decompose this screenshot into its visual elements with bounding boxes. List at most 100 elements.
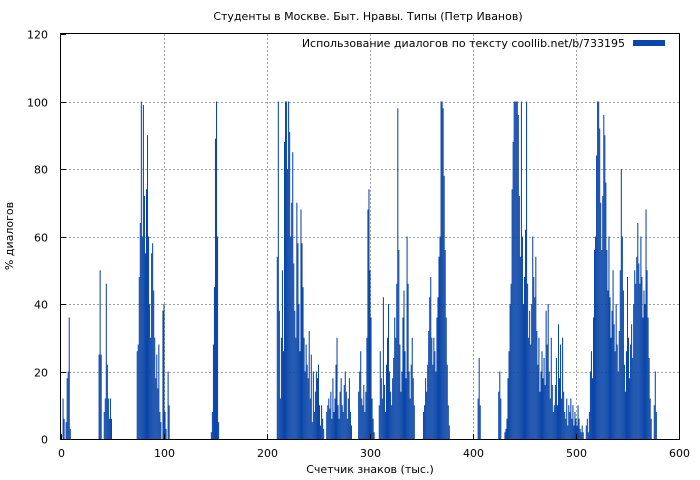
- bar: [63, 418, 65, 439]
- bar: [431, 337, 433, 439]
- bar: [381, 398, 383, 439]
- bar: [359, 371, 361, 439]
- bar: [442, 108, 444, 439]
- bar: [372, 418, 374, 439]
- bar: [338, 418, 340, 439]
- bar: [626, 277, 629, 439]
- bar: [148, 236, 150, 439]
- bar: [609, 297, 611, 439]
- bar: [319, 405, 321, 439]
- bar: [393, 358, 395, 439]
- bar: [616, 344, 618, 439]
- bar: [637, 223, 639, 439]
- bar: [281, 270, 283, 439]
- bar: [478, 358, 480, 439]
- bar: [441, 101, 443, 439]
- bar: [430, 277, 432, 439]
- bar: [532, 236, 534, 439]
- bar: [211, 412, 213, 439]
- bar: [382, 297, 384, 439]
- bar: [62, 398, 64, 439]
- bar: [98, 354, 100, 440]
- bar: [402, 317, 404, 439]
- bar: [645, 209, 647, 439]
- x-tick-label: 400: [463, 447, 484, 460]
- bar: [631, 324, 633, 439]
- bar: [553, 405, 555, 439]
- bar: [322, 418, 324, 439]
- bar: [639, 283, 641, 439]
- bar: [216, 101, 218, 439]
- bar: [168, 405, 170, 439]
- bar: [105, 283, 107, 439]
- bar: [373, 432, 375, 439]
- bar: [545, 310, 547, 439]
- bar: [384, 412, 386, 439]
- bar: [499, 371, 501, 439]
- bar: [160, 422, 162, 440]
- bar: [412, 378, 414, 439]
- bar: [647, 317, 649, 439]
- bar: [448, 425, 450, 439]
- bar: [610, 337, 612, 439]
- x-tick-label: 200: [257, 447, 278, 460]
- bar: [569, 412, 571, 439]
- bar: [286, 101, 288, 439]
- bar: [556, 405, 558, 439]
- bar: [139, 223, 141, 439]
- bar: [370, 317, 372, 439]
- bar: [530, 344, 532, 439]
- bar: [346, 418, 348, 439]
- bar: [555, 358, 557, 439]
- bar: [477, 398, 479, 439]
- bar: [411, 337, 413, 439]
- bar: [423, 412, 425, 439]
- bar: [107, 398, 109, 439]
- bar: [540, 371, 542, 439]
- bar: [628, 337, 630, 439]
- bar: [342, 412, 344, 439]
- bar: [276, 256, 278, 439]
- bar: [213, 287, 215, 440]
- bar: [508, 351, 510, 439]
- bar: [157, 388, 159, 440]
- bar: [146, 135, 149, 439]
- bar: [350, 425, 352, 439]
- bar: [541, 351, 543, 439]
- bar: [574, 412, 576, 439]
- bar: [142, 104, 144, 440]
- bar: [594, 250, 596, 439]
- bar: [630, 344, 632, 439]
- bar: [479, 405, 481, 439]
- bar: [600, 202, 602, 439]
- bar: [548, 371, 550, 439]
- bar: [521, 236, 523, 439]
- bar: [527, 283, 529, 439]
- bar: [66, 378, 68, 439]
- bar: [343, 385, 345, 439]
- bar: [525, 229, 527, 439]
- bar: [398, 250, 400, 439]
- bar: [331, 418, 333, 439]
- bar: [110, 418, 112, 439]
- x-axis-label: Счетчик знаков (тыс.): [306, 463, 434, 476]
- bar: [444, 250, 446, 439]
- bar: [283, 142, 286, 439]
- bar: [397, 108, 399, 439]
- bar: [507, 378, 509, 439]
- bar: [547, 304, 549, 439]
- bar: [581, 425, 583, 439]
- bar: [443, 175, 445, 439]
- bar: [410, 364, 412, 439]
- bar: [396, 283, 398, 439]
- bar: [644, 304, 646, 439]
- bar: [598, 101, 600, 439]
- bar: [108, 418, 110, 439]
- bar: [646, 270, 648, 439]
- bar: [599, 128, 601, 439]
- bar: [379, 351, 381, 439]
- bar: [99, 270, 101, 439]
- bar: [340, 378, 342, 439]
- bar: [426, 391, 428, 439]
- bar: [136, 351, 138, 439]
